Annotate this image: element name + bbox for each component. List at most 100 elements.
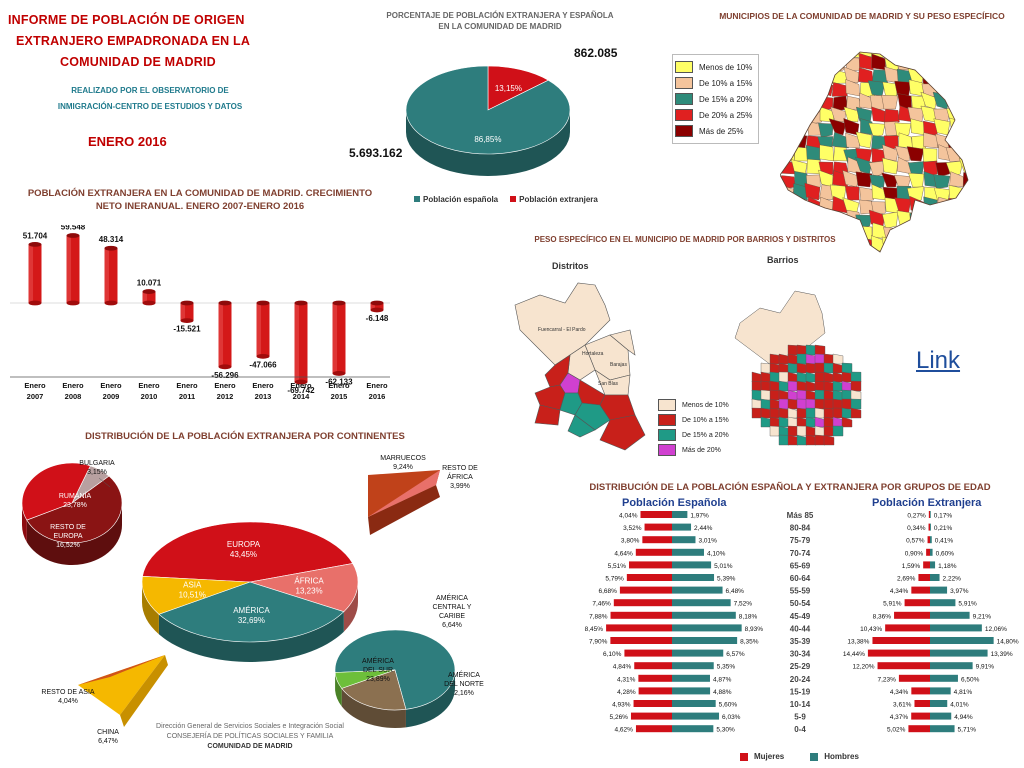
barrio [805, 434, 817, 446]
continents-title: DISTRIBUCIÓN DE LA POBLACIÓN EXTRANJERA … [85, 431, 405, 442]
map-municipalities [780, 30, 992, 255]
municipality [780, 118, 795, 136]
pyramid-age-label: 0-4 [794, 725, 806, 734]
growth-value-label: 10.071 [137, 279, 162, 288]
pyramid-bar-extranjera-hombres [930, 511, 931, 518]
asia-slice-china-side [120, 655, 168, 727]
municipality [780, 52, 795, 58]
municipality [780, 134, 795, 149]
pyramid-value-label: 2,22% [943, 576, 962, 583]
city-map-legend: Menos de 10% De 10% a 15% De 15% a 20% M… [658, 396, 729, 459]
pyramid-bar-espanola-hombres [672, 624, 742, 632]
pyramid-bar-extranjera-mujeres [911, 586, 930, 594]
municipality [922, 52, 938, 58]
growth-bar-bottom [332, 371, 346, 376]
pyramid-value-label: 13,38% [847, 639, 869, 646]
leader-line [98, 477, 111, 488]
pyramid-value-label: 8,45% [585, 626, 604, 633]
barrio [841, 380, 853, 392]
municipality [846, 52, 861, 59]
municipality [831, 214, 848, 229]
city-legend-label: De 15% a 20% [682, 431, 729, 439]
growth-category-label: Enero [62, 381, 84, 390]
continent-slice-africa [249, 563, 359, 613]
legend-swatch [658, 399, 676, 411]
main-pie-legend: Población española Población extranjera [414, 195, 598, 204]
district-label: Fuencarral - El Pardo [538, 327, 586, 333]
barrio [751, 371, 763, 383]
legend-item-hombres: Hombres [810, 752, 859, 761]
growth-category-label: Enero [100, 381, 122, 390]
barrio [796, 434, 808, 446]
pyramid-bar-extranjera-hombres [930, 687, 951, 695]
municipality [909, 213, 925, 228]
barrio [796, 407, 808, 419]
growth-bar-top [256, 300, 270, 306]
barrio [814, 389, 826, 401]
growth-bar-shine [332, 303, 338, 374]
municipality [949, 30, 963, 44]
municipality [948, 55, 964, 71]
municipality [923, 253, 937, 255]
legend-label-mujeres: Mujeres [754, 752, 785, 761]
municipality [831, 131, 849, 149]
pyramid-value-label: 0,90% [905, 550, 924, 557]
pyramid-bar-espanola-mujeres [635, 548, 672, 556]
growth-category-label: Enero [252, 381, 274, 390]
growth-bar-bottom [104, 300, 118, 306]
municipality [895, 52, 912, 58]
pyramid-bar-espanola-mujeres [638, 687, 672, 695]
municipality [973, 199, 989, 213]
pyramid-age-label: 35-39 [790, 637, 811, 646]
pyramid-value-label: 3,52% [623, 525, 642, 532]
municipality [977, 83, 991, 97]
growth-bar-body [370, 303, 384, 310]
barrio [841, 389, 853, 401]
continent-label: MARRUECOS [380, 455, 426, 462]
legend-item-foreign: Población extranjera [510, 195, 598, 204]
barrio [796, 362, 808, 374]
barrio [796, 353, 808, 365]
pyramid-value-label: 0,57% [906, 538, 925, 545]
districts-map: Fuencarral - El Pardo Hortaleza Barajas San… [514, 282, 646, 451]
pyramid-bar-extranjera-mujeres [877, 662, 930, 670]
growth-bar [104, 245, 118, 306]
municipality [871, 30, 885, 44]
growth-bar-top [294, 300, 308, 306]
municipality [906, 52, 925, 58]
municipality [933, 174, 951, 189]
barrio [769, 380, 781, 392]
municipality [828, 118, 847, 136]
link[interactable]: Link [916, 347, 961, 374]
municipality [857, 30, 872, 44]
main-pie-title-line-1: PORCENTAJE DE POBLACIÓN EXTRANJERA Y ESP… [386, 11, 614, 20]
municipality [935, 30, 950, 44]
legend-label-foreign: Población extranjera [519, 195, 598, 204]
pyramid-bar-extranjera-hombres [930, 574, 940, 581]
distritos-label: Distritos [552, 261, 589, 271]
municipality [922, 70, 938, 86]
municipality [976, 134, 992, 149]
pyramid-bar-espanola-hombres [672, 662, 714, 670]
growth-bar-shine [104, 248, 110, 303]
growth-bar-top [104, 245, 118, 251]
pyramid-value-label: 5,60% [719, 702, 738, 709]
footer-line-3: COMUNIDAD DE MADRID [207, 743, 293, 750]
growth-category-label: 2012 [217, 392, 234, 401]
pyramid-value-label: 12,20% [852, 664, 874, 671]
municipality [920, 238, 938, 252]
pyramid-bar-espanola-mujeres [638, 674, 672, 682]
pyramid-bar-espanola-mujeres [640, 511, 672, 518]
municipality [935, 162, 951, 177]
growth-bar-top [66, 233, 80, 238]
america-slice-norte-side [335, 672, 342, 707]
pyramid-value-label: 1,18% [938, 563, 957, 570]
municipality [859, 53, 874, 71]
barrio [778, 389, 790, 401]
continent-label: CENTRAL Y [433, 604, 472, 611]
continents-footer: Dirección General de Servicios Sociales … [130, 722, 370, 752]
continent-label: 43,45% [230, 550, 257, 559]
municipality [807, 30, 821, 45]
pyramid-value-label: 9,91% [976, 664, 995, 671]
growth-category-label: Enero [328, 381, 350, 390]
